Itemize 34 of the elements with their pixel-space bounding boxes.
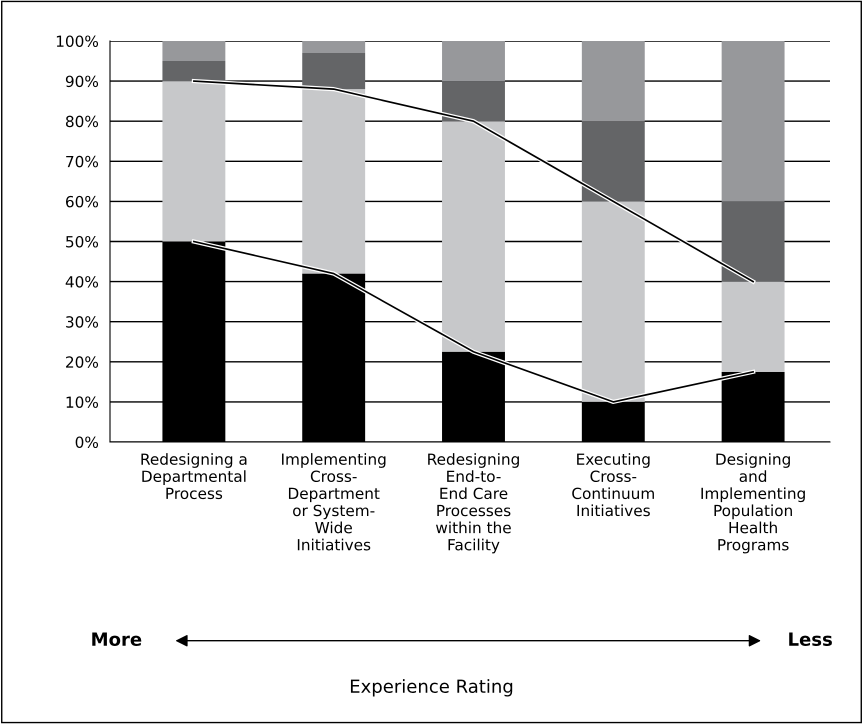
bar bbox=[302, 89, 366, 274]
x-tick-label: Redesigning a Departmental Process bbox=[141, 453, 246, 500]
bar bbox=[302, 53, 366, 90]
y-tick-label: 30% bbox=[66, 316, 98, 328]
bar bbox=[302, 41, 366, 54]
y-tick-label: 0% bbox=[76, 436, 98, 448]
bar bbox=[582, 41, 645, 122]
bar bbox=[162, 41, 226, 62]
bar bbox=[722, 41, 785, 202]
text: More bbox=[92, 632, 142, 646]
y-tick-label: 20% bbox=[66, 356, 98, 368]
y-tick-label: 50% bbox=[66, 236, 98, 248]
x-tick-label: Redesigning End-to- End Care Processes within the Facility bbox=[428, 453, 519, 554]
bar bbox=[442, 41, 505, 82]
bar bbox=[722, 201, 785, 282]
bar bbox=[162, 61, 226, 82]
y-tick-label: 90% bbox=[66, 76, 98, 88]
text: Experience Rating bbox=[350, 679, 512, 697]
x-tick-label: Executing Cross- Continuum Initiatives bbox=[572, 453, 654, 516]
bar bbox=[442, 81, 505, 122]
y-tick-label: 40% bbox=[66, 276, 98, 288]
bar bbox=[442, 121, 505, 352]
bar bbox=[582, 201, 645, 402]
y-tick-label: 60% bbox=[66, 196, 98, 208]
y-tick-label: 80% bbox=[66, 116, 98, 128]
y-tick-label: 100% bbox=[56, 35, 98, 48]
x-tick-label: Designing and Implementing Population Health Programs bbox=[701, 453, 805, 554]
x-tick-label: Implementing Cross- Department or System- Wide Initiatives bbox=[282, 453, 386, 550]
bar bbox=[722, 282, 785, 372]
bar bbox=[162, 81, 226, 242]
text: Less bbox=[789, 632, 832, 646]
y-tick-label: 10% bbox=[66, 396, 98, 408]
y-tick-label: 70% bbox=[66, 156, 98, 168]
bar bbox=[582, 121, 645, 202]
